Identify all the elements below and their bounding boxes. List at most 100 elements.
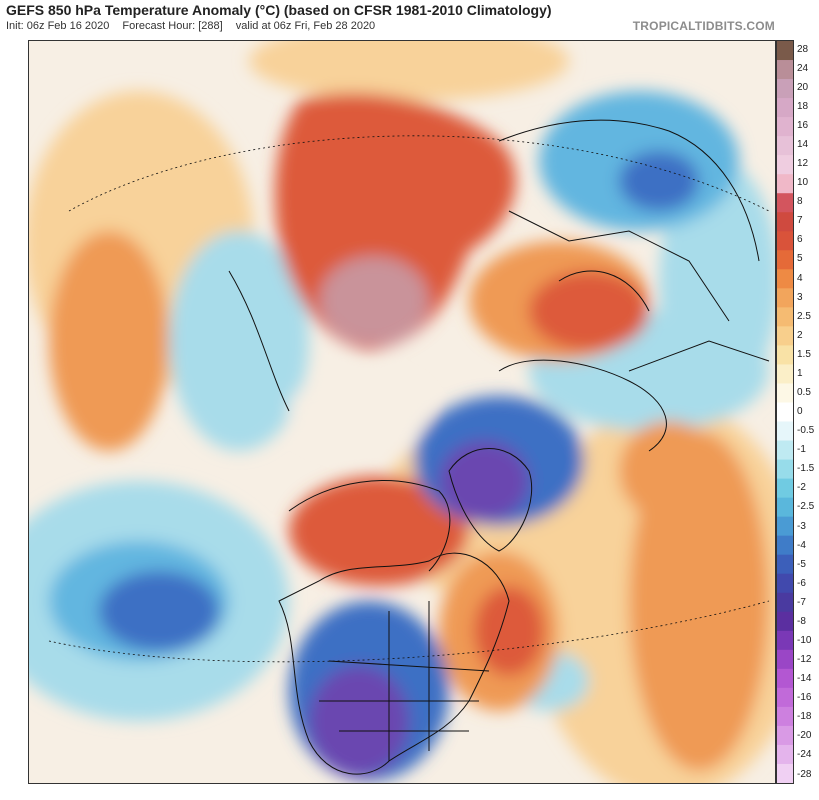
colorbar-swatch [777, 668, 793, 689]
colorbar-swatch [777, 60, 793, 80]
colorbar-swatch [777, 478, 793, 499]
colorbar-tick-label: 1 [797, 367, 803, 379]
colorbar-swatch [777, 326, 793, 346]
cool-extreme-greenland [439, 441, 529, 521]
colorbar-swatch [777, 592, 793, 613]
map-title: GEFS 850 hPa Temperature Anomaly (°C) (b… [6, 2, 552, 18]
colorbar-swatch [777, 307, 793, 327]
colorbar-swatch [777, 497, 793, 518]
warm-core-ural [529, 271, 649, 351]
colorbar-swatch [777, 611, 793, 632]
colorbar-tick-label: 8 [797, 196, 803, 208]
colorbar-tick-label: -4 [797, 539, 806, 551]
colorbar-tick-label: 2 [797, 329, 803, 341]
graticule [48, 135, 770, 663]
warm-core-canada [289, 476, 469, 586]
colorbar-tick-label: 0.5 [797, 386, 811, 398]
colorbar-swatch [777, 250, 793, 270]
colorbar-swatch [777, 440, 793, 461]
colorbar-tick-label: -0.5 [797, 425, 815, 437]
colorbar-tick-label: 6 [797, 234, 803, 246]
colorbar-swatch [777, 516, 793, 537]
colorbar-tick-label: 24 [797, 62, 809, 74]
colorbar-tick-label: 18 [797, 100, 809, 112]
cool-extreme-us [309, 666, 409, 776]
colorbar-tick-label: -20 [797, 730, 812, 742]
colorbar-swatch [777, 383, 793, 403]
colorbar-swatch [777, 117, 793, 137]
map-subtitle: Init: 06z Feb 16 2020 Forecast Hour: [28… [6, 20, 385, 32]
colorbar-tick-label: -7 [797, 596, 806, 608]
colorbar-tick-label: -3 [797, 520, 806, 532]
colorbar-tick-label: -5 [797, 558, 806, 570]
colorbar-swatch [777, 459, 793, 480]
colorbar-tick-label: 3 [797, 291, 803, 303]
colorbar-tick-label: -1.5 [797, 463, 815, 475]
colorbar-tick-label: 10 [797, 177, 809, 189]
cool-area-alaska [169, 231, 309, 451]
colorbar-swatch [777, 725, 793, 746]
colorbar-tick-label: -2 [797, 482, 806, 494]
colorbar-tick-label: -14 [797, 673, 812, 685]
colorbar-swatch [777, 155, 793, 175]
colorbar-tick-label: 2.5 [797, 310, 811, 322]
brand-watermark: TROPICALTIDBITS.COM [632, 19, 775, 33]
colorbar-swatch [777, 554, 793, 575]
colorbar-tick-label: -12 [797, 654, 812, 665]
cool-core-siberia [619, 151, 699, 211]
colorbar-swatch [777, 212, 793, 232]
warm-area-top [249, 41, 569, 101]
anomaly-fields [29, 41, 775, 783]
colorbar-swatch [777, 364, 793, 384]
colorbar-swatch [777, 136, 793, 156]
colorbar-tick-label: 0 [797, 406, 803, 417]
colorbar-tick-label: -1 [797, 444, 806, 456]
colorbar-swatch [777, 402, 793, 423]
colorbar-tick-label: -16 [797, 692, 812, 704]
cool-core-pacific [99, 571, 219, 651]
init-time: Init: 06z Feb 16 2020 [6, 20, 110, 32]
colorbar-swatch [777, 630, 793, 651]
colorbar-tick-label: 4 [797, 272, 803, 284]
colorbar-tick-label: -24 [797, 749, 812, 761]
colorbar-tick-label: 5 [797, 253, 803, 265]
colorbar-tick-label: 12 [797, 158, 809, 169]
colorbar-swatch [777, 269, 793, 289]
colorbar-swatch [777, 231, 793, 251]
colorbar-swatch [777, 535, 793, 556]
colorbar-tick-label: 16 [797, 119, 809, 131]
colorbar-swatch [777, 421, 793, 442]
forecast-hour: Forecast Hour: [288] [122, 20, 223, 32]
coastlines [228, 119, 770, 775]
colorbar-swatch [777, 288, 793, 308]
colorbar-tick-label: 1.5 [797, 348, 811, 360]
colorbar-tick-label: -2.5 [797, 501, 815, 513]
neutral-pole [289, 371, 429, 451]
valid-time: valid at 06z Fri, Feb 28 2020 [235, 20, 376, 32]
colorbar [776, 40, 794, 784]
colorbar-swatch [777, 345, 793, 365]
colorbar-tick-label: -8 [797, 615, 806, 627]
colorbar-tick-label: 28 [797, 43, 809, 55]
colorbar-tick-label: 14 [797, 138, 809, 150]
anomaly-map [28, 40, 776, 784]
colorbar-swatch [777, 174, 793, 194]
colorbar-swatch [777, 649, 793, 670]
colorbar-swatch [777, 193, 793, 213]
colorbar-tick-label: -6 [797, 577, 806, 589]
colorbar-swatch [777, 763, 793, 783]
colorbar-tick-label: -18 [797, 711, 812, 723]
warm-core-west [49, 231, 169, 451]
colorbar-swatch [777, 573, 793, 594]
colorbar-tick-label: -28 [797, 768, 812, 780]
colorbar-swatch [777, 41, 793, 61]
colorbar-swatch [777, 706, 793, 727]
warm-extreme-arctic [319, 256, 429, 346]
warm-core-europe [619, 421, 719, 521]
colorbar-swatch [777, 79, 793, 99]
colorbar-swatch [777, 744, 793, 765]
colorbar-tick-label: 7 [797, 215, 803, 227]
colorbar-tick-label: -10 [797, 634, 812, 646]
colorbar-swatch [777, 98, 793, 118]
colorbar-swatch [777, 687, 793, 708]
